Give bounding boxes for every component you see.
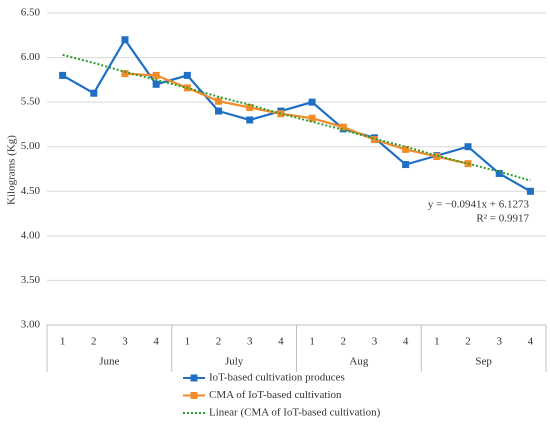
y-tick-label: 3.50	[21, 274, 41, 286]
point	[121, 70, 129, 78]
legend-marker	[190, 374, 198, 382]
legend-label: CMA of IoT-based cultivation	[209, 389, 342, 401]
x-tick-label: 1	[185, 336, 191, 348]
trend-equation: y = −0.0941x + 6.1273	[428, 199, 530, 211]
y-tick-label: 6.00	[21, 51, 41, 63]
y-tick-label: 5.00	[21, 140, 41, 152]
x-tick-label: 4	[153, 336, 159, 348]
point	[402, 161, 410, 169]
y-tick-label: 6.50	[21, 7, 41, 19]
x-tick-label: 2	[341, 336, 347, 348]
series-line	[62, 53, 531, 182]
group-label: July	[225, 356, 244, 368]
x-tick-label: 4	[528, 336, 534, 348]
point	[370, 136, 378, 144]
x-tick-label: 1	[309, 336, 315, 348]
series-line	[62, 37, 531, 193]
point	[277, 110, 285, 118]
x-tick-label: 1	[60, 336, 66, 348]
x-tick-label: 3	[247, 336, 253, 348]
x-tick-label: 2	[465, 336, 471, 348]
point	[433, 153, 441, 161]
point	[308, 114, 316, 122]
x-tick-label: 2	[216, 336, 222, 348]
legend-label: Linear (CMA of IoT-based cultivation)	[209, 407, 381, 419]
point	[339, 123, 347, 131]
point	[59, 71, 67, 79]
point	[246, 116, 254, 124]
series-line	[124, 72, 469, 165]
legend-marker	[190, 392, 198, 399]
x-tick-label: 4	[278, 336, 284, 348]
group-label: June	[99, 356, 119, 368]
point	[308, 98, 316, 106]
x-tick-label: 3	[122, 336, 128, 348]
y-tick-label: 4.00	[21, 229, 41, 241]
y-tick-label: 5.50	[21, 96, 41, 108]
point	[495, 169, 503, 177]
point	[215, 107, 223, 115]
point	[121, 36, 129, 44]
point	[246, 103, 254, 111]
y-tick-label: 3.00	[21, 319, 41, 331]
x-tick-label: 3	[496, 336, 502, 348]
point	[464, 143, 472, 151]
x-tick-label: 2	[91, 336, 97, 348]
point	[152, 80, 160, 88]
y-axis-label: Kilograms (Kg)	[6, 135, 18, 205]
point	[152, 71, 160, 79]
point	[183, 71, 191, 79]
point	[402, 145, 410, 153]
point	[464, 160, 472, 168]
trend-r-squared: R² = 0.9917	[476, 213, 529, 225]
point	[526, 187, 534, 195]
legend-label: IoT-based cultivation produces	[209, 372, 345, 384]
y-tick-label: 4.50	[21, 185, 41, 197]
point	[215, 97, 223, 105]
group-label: Sep	[475, 356, 492, 368]
group-label: Aug	[349, 356, 368, 368]
x-tick-label: 3	[372, 336, 378, 348]
x-tick-label: 1	[434, 336, 440, 348]
x-tick-label: 4	[403, 336, 409, 348]
point	[90, 89, 98, 97]
